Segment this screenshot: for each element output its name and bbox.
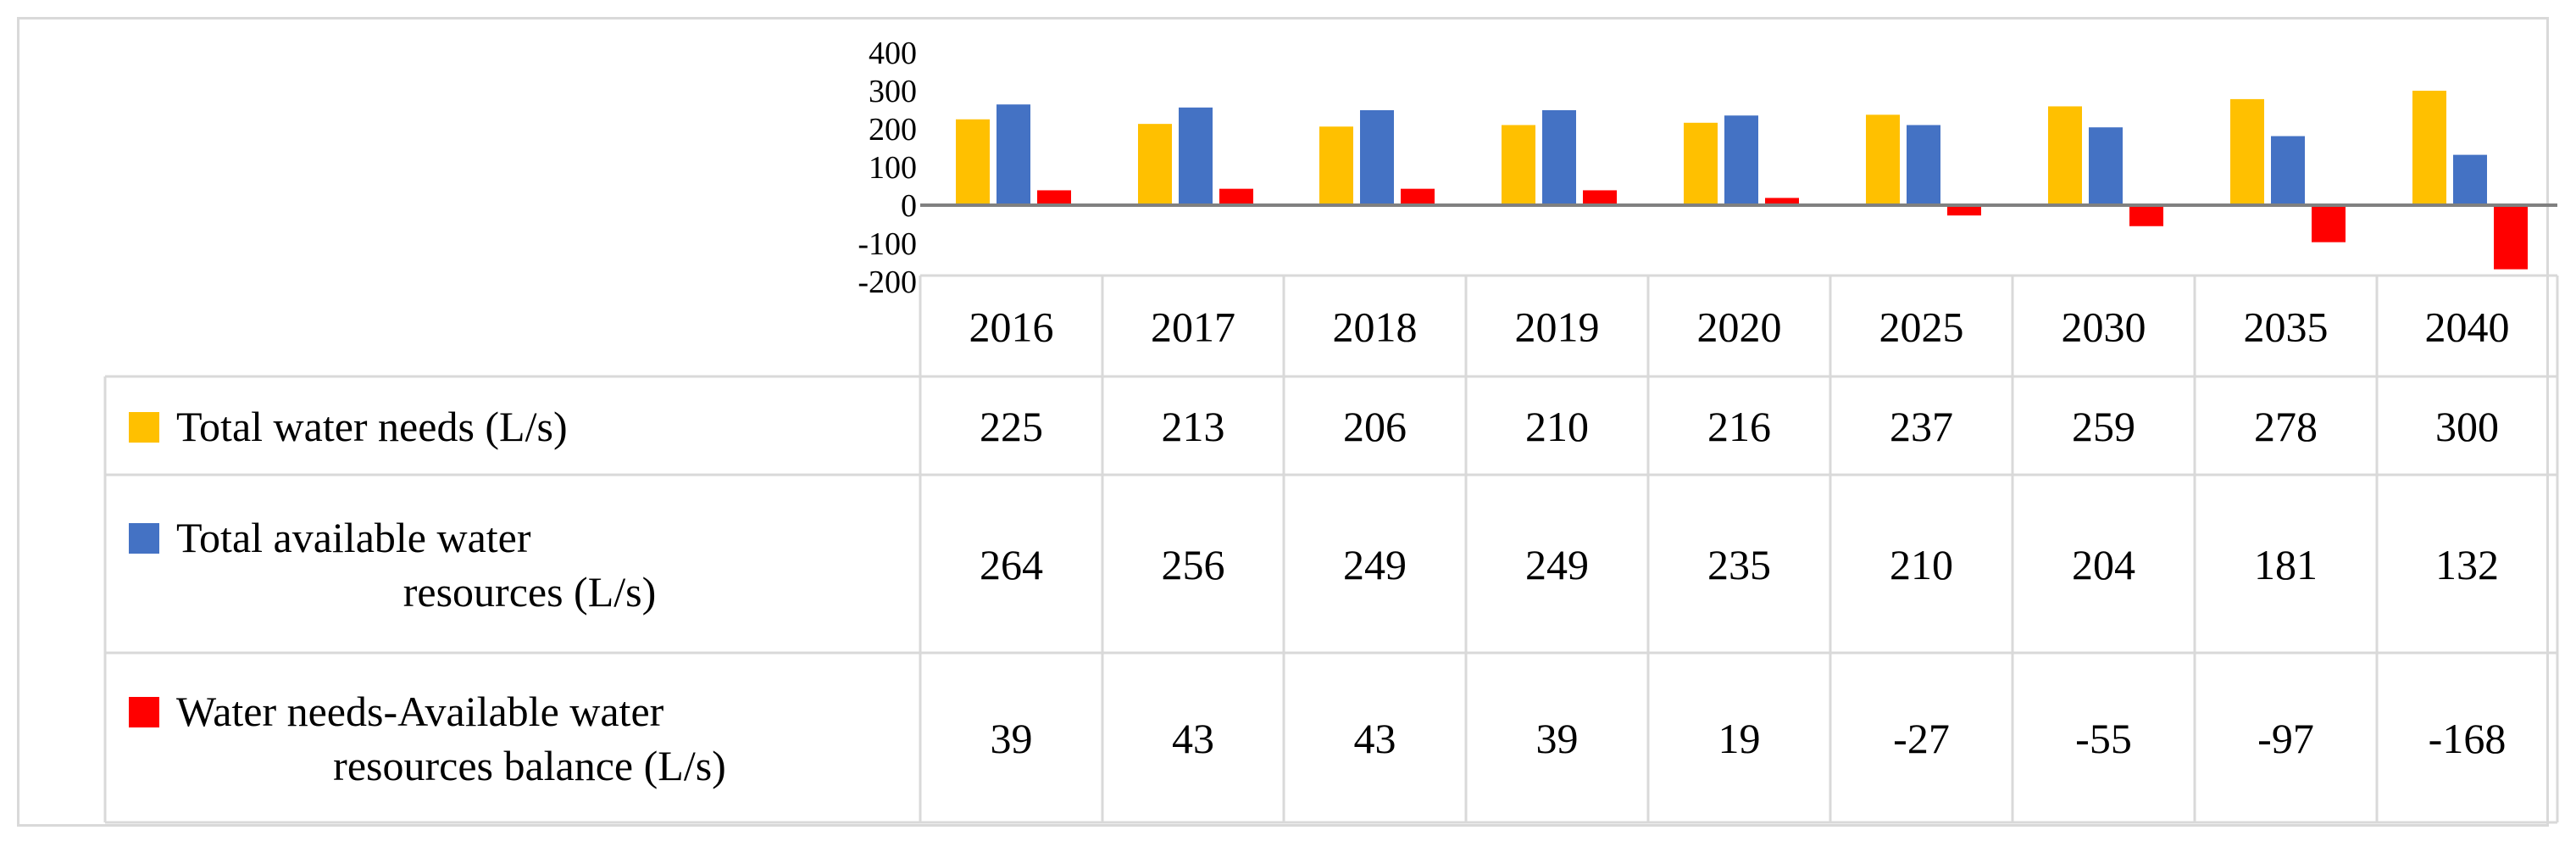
category-label: 2040 xyxy=(2425,304,2510,351)
data-value-label: 249 xyxy=(1525,541,1589,588)
bar-2020-needs xyxy=(1684,122,1718,205)
bar-2018-available xyxy=(1360,109,1394,205)
data-value-label: 300 xyxy=(2435,403,2499,450)
y-tick-label: 100 xyxy=(869,150,917,186)
data-value-label: 235 xyxy=(1707,541,1771,588)
bar-2016-balance xyxy=(1037,190,1071,205)
data-value-label: -27 xyxy=(1893,715,1950,762)
data-value-label: 249 xyxy=(1343,541,1407,588)
legend-key-needs xyxy=(129,412,159,443)
bar-2018-balance xyxy=(1401,188,1435,205)
y-tick-label: 0 xyxy=(901,188,917,224)
category-label: 2019 xyxy=(1515,304,1600,351)
row-label: Total water needs (L/s) xyxy=(176,403,568,450)
category-label: 2030 xyxy=(2062,304,2146,351)
bar-2030-available xyxy=(2089,127,2123,205)
data-value-label: 237 xyxy=(1890,403,1953,450)
bar-2017-needs xyxy=(1138,124,1172,205)
data-value-label: 39 xyxy=(1536,715,1579,762)
data-value-label: -97 xyxy=(2257,715,2314,762)
bar-2016-available xyxy=(997,104,1030,205)
bar-2019-needs xyxy=(1502,125,1535,205)
bar-2020-balance xyxy=(1765,198,1799,205)
bar-2040-balance xyxy=(2494,205,2528,270)
bar-2025-needs xyxy=(1866,114,1900,205)
bar-2030-needs xyxy=(2048,106,2082,205)
category-label: 2025 xyxy=(1879,304,1964,351)
data-value-label: 181 xyxy=(2254,541,2318,588)
legend-key-balance xyxy=(129,697,159,727)
data-value-label: 19 xyxy=(1718,715,1761,762)
data-value-label: 213 xyxy=(1162,403,1225,450)
data-value-label: -168 xyxy=(2429,715,2507,762)
data-value-label: 132 xyxy=(2435,541,2499,588)
category-label: 2020 xyxy=(1697,304,1782,351)
bar-2017-balance xyxy=(1219,188,1253,205)
bar-2030-balance xyxy=(2129,205,2163,226)
data-value-label: 210 xyxy=(1525,403,1589,450)
row-label: Total available water xyxy=(176,514,531,561)
data-value-label: 259 xyxy=(2072,403,2135,450)
bar-2025-available xyxy=(1907,125,1940,205)
bar-2035-available xyxy=(2271,136,2305,205)
data-value-label: 278 xyxy=(2254,403,2318,450)
bar-2019-available xyxy=(1542,109,1576,205)
y-tick-label: 300 xyxy=(869,74,917,109)
data-value-label: 204 xyxy=(2072,541,2135,588)
data-value-label: 225 xyxy=(980,403,1043,450)
data-value-label: -55 xyxy=(2075,715,2132,762)
row-label: resources balance (L/s) xyxy=(333,742,726,789)
bar-2040-needs xyxy=(2412,91,2446,205)
category-label: 2018 xyxy=(1333,304,1418,351)
bar-2019-balance xyxy=(1583,190,1617,205)
row-label: Water needs-Available water xyxy=(176,688,664,735)
bar-2035-balance xyxy=(2312,205,2346,242)
y-tick-label: -100 xyxy=(858,226,917,262)
y-tick-label: 200 xyxy=(869,112,917,148)
category-label: 2017 xyxy=(1151,304,1235,351)
data-value-label: 216 xyxy=(1707,403,1771,450)
data-value-label: 43 xyxy=(1354,715,1396,762)
data-value-label: 256 xyxy=(1162,541,1225,588)
bar-2035-needs xyxy=(2230,98,2264,205)
row-label: resources (L/s) xyxy=(403,568,657,616)
category-label: 2016 xyxy=(969,304,1054,351)
data-value-label: 210 xyxy=(1890,541,1953,588)
data-value-label: 39 xyxy=(991,715,1033,762)
data-value-label: 206 xyxy=(1343,403,1407,450)
bar-2016-needs xyxy=(956,119,990,205)
legend-key-available xyxy=(129,523,159,554)
bar-2017-available xyxy=(1179,107,1213,205)
data-table: 2016 2017 2018 2019 2020 2025 2030 2035 2040 Tota… xyxy=(103,274,2559,824)
bar-2018-needs xyxy=(1319,126,1353,205)
data-value-label: 43 xyxy=(1172,715,1214,762)
chart-frame xyxy=(17,17,2549,827)
y-tick-label: -200 xyxy=(858,265,917,300)
bar-2025-balance xyxy=(1947,205,1981,216)
bar-2020-available xyxy=(1724,115,1758,205)
data-value-label: 264 xyxy=(980,541,1043,588)
category-label: 2035 xyxy=(2244,304,2329,351)
bar-2040-available xyxy=(2453,154,2487,205)
y-tick-label: 400 xyxy=(869,36,917,71)
